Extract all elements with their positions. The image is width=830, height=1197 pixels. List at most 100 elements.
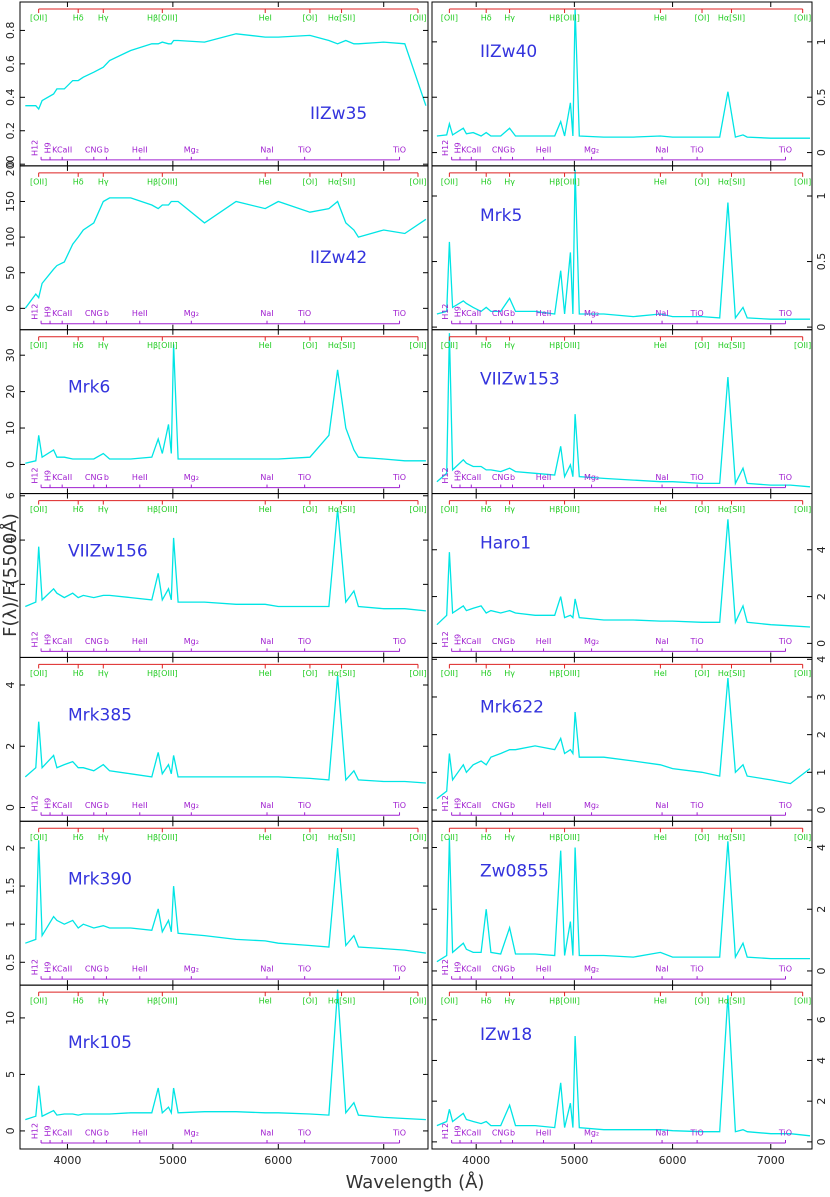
y-tick-label: 0 [4,305,17,312]
absorption-label: HeII [536,801,552,810]
panel: [OII] Hδ Hγ Hβ[OIII] HeI [OI] Hα[SII] [OII]H12 H… [431,165,828,331]
y-tick-label: 1 [815,38,828,45]
emission-label: [OII] [30,505,47,514]
emission-label: [OII] [794,669,811,678]
emission-label: Hα[SII] [718,177,745,186]
emission-label: Hβ[OIII] [147,997,178,1006]
panel-frame [431,820,813,986]
absorption-label: H12 [31,467,40,483]
y-tick-label: 0.5 [4,954,17,972]
y-tick-label: 2 [815,731,828,738]
spectrum [436,519,811,628]
absorption-label: H9 [44,1125,53,1136]
absorption-label: b [104,801,109,810]
emission-label: [OI] [302,833,317,842]
y-tick-label: 100 [4,227,17,248]
absorption-label: b [104,309,109,318]
panel-frame [19,656,429,822]
absorption-label: Mg₂ [184,965,199,974]
emission-label: [OII] [794,997,811,1006]
absorption-label: KCaII [52,965,72,974]
x-tick-label: 4000 [462,1154,490,1167]
absorption-label: NaI [260,965,273,974]
y-tick-label: 0.5 [815,253,828,271]
emission-label: [OII] [441,341,458,350]
y-tick-label: 0 [815,324,828,331]
panel: [OII] Hδ Hγ Hβ[OIII] HeI [OI] Hα[SII] [OII]H12 H… [431,820,828,986]
y-tick-label: 30 [4,348,17,362]
emission-label: Hβ[OIII] [147,177,178,186]
y-tick-label: 0.5 [815,88,828,106]
emission-label: [OI] [302,997,317,1006]
absorption-label: NaI [655,637,668,646]
absorption-label: CNG [492,801,510,810]
emission-label: Hα[SII] [328,833,355,842]
panel-frame [19,329,429,495]
absorption-label: NaI [260,1129,273,1138]
absorption-label: HeII [536,637,552,646]
y-tick-label: 2 [815,906,828,913]
emission-label: Hδ [481,177,492,186]
emission-label: Hγ [98,505,109,514]
emission-label: [OII] [409,177,426,186]
y-tick-label: 6 [815,1016,828,1023]
emission-label: [OII] [409,341,426,350]
emission-label: Hδ [73,669,84,678]
panel-frame [431,329,813,495]
emission-label: HeI [259,997,272,1006]
emission-label: [OII] [794,833,811,842]
y-tick-label: 0 [815,806,828,813]
absorption-label: b [104,145,109,154]
absorption-label: b [104,473,109,482]
emission-label: Hβ[OIII] [147,833,178,842]
emission-label: Hβ[OIII] [549,505,580,514]
absorption-label: H12 [31,1123,40,1139]
y-tick-label: 1 [815,193,828,200]
absorption-label: Mg₂ [584,637,599,646]
emission-label: Hα[SII] [328,505,355,514]
emission-label: [OII] [441,833,458,842]
absorption-label: b [510,801,515,810]
absorption-label: Mg₂ [184,309,199,318]
absorption-label: NaI [655,309,668,318]
emission-label: [OI] [695,669,710,678]
emission-label: [OI] [302,341,317,350]
emission-label: [OII] [409,997,426,1006]
emission-label: Hδ [73,341,84,350]
absorption-label: HeII [536,309,552,318]
absorption-label: H12 [441,795,450,811]
x-tick-label: 7000 [757,1154,785,1167]
panel-frame [19,984,429,1150]
emission-label: Hδ [481,341,492,350]
x-tick-label: 7000 [370,1154,398,1167]
absorption-label: Mg₂ [184,473,199,482]
emission-label: Hα[SII] [718,669,745,678]
absorption-label: H9 [453,962,462,973]
absorption-label: HeII [132,637,148,646]
emission-label: [OI] [302,669,317,678]
emission-label: [OII] [794,14,811,23]
emission-label: Hγ [98,997,109,1006]
emission-label: [OI] [695,341,710,350]
emission-label: Hγ [98,14,109,23]
absorption-label: KCaII [52,637,72,646]
absorption-label: TiO [778,145,792,154]
absorption-label: CNG [492,309,510,318]
absorption-label: TiO [690,145,704,154]
emission-label: [OI] [695,505,710,514]
emission-label: Hα[SII] [718,341,745,350]
absorption-label: TiO [297,473,311,482]
absorption-label: KCaII [52,1129,72,1138]
galaxy-name: Zw0855 [480,861,549,881]
absorption-label: KCaII [52,473,72,482]
y-tick-label: 0 [815,967,828,974]
absorption-label: KCaII [461,473,481,482]
absorption-label: H12 [441,1123,450,1139]
absorption-label: b [510,145,515,154]
absorption-label: HeII [132,309,148,318]
emission-label: HeI [259,505,272,514]
y-tick-label: 3 [815,693,828,700]
emission-label: Hα[SII] [718,833,745,842]
absorption-label: b [510,1129,515,1138]
absorption-label: TiO [392,1129,406,1138]
